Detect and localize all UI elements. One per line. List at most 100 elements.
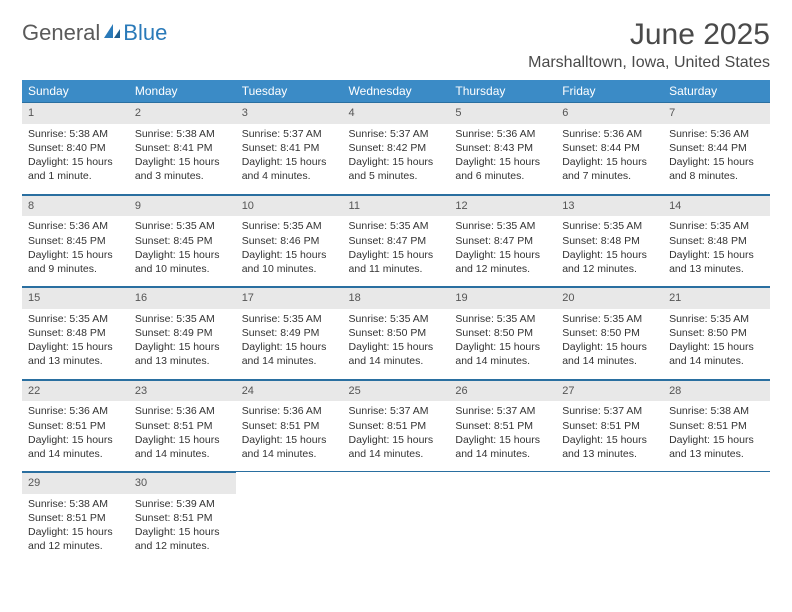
calendar-cell: 12Sunrise: 5:35 AMSunset: 8:47 PMDayligh… [449,194,556,287]
calendar-week-row: 1Sunrise: 5:38 AMSunset: 8:40 PMDaylight… [22,102,770,194]
calendar-cell: 30Sunrise: 5:39 AMSunset: 8:51 PMDayligh… [129,472,236,564]
sunrise-text: Sunrise: 5:36 AM [135,404,230,418]
calendar-cell: 21Sunrise: 5:35 AMSunset: 8:50 PMDayligh… [663,287,770,380]
day-number: 4 [343,102,450,124]
sunset-text: Sunset: 8:50 PM [669,326,764,340]
calendar-cell: 14 Sunrise: 5:35 AMSunset: 8:48 PMDayligh… [663,194,770,287]
calendar-cell: 2Sunrise: 5:38 AMSunset: 8:41 PMDaylight… [129,102,236,194]
day-body: Sunrise: 5:35 AMSunset: 8:48 PMDaylight:… [22,309,129,379]
calendar-cell: 15Sunrise: 5:35 AMSunset: 8:48 PMDayligh… [22,287,129,380]
calendar-week-row: 29Sunrise: 5:38 AMSunset: 8:51 PMDayligh… [22,472,770,564]
weekday-header: Thursday [449,80,556,102]
sunset-text: Sunset: 8:51 PM [562,419,657,433]
calendar-cell: 13Sunrise: 5:35 AMSunset: 8:48 PMDayligh… [556,194,663,287]
daylight-text: Daylight: 15 hours and 10 minutes. [242,248,337,276]
sunrise-text: Sunrise: 5:36 AM [455,127,550,141]
sunset-text: Sunset: 8:48 PM [669,234,764,248]
day-body: Sunrise: 5:35 AMSunset: 8:48 PMDaylight:… [556,216,663,286]
day-body: Sunrise: 5:35 AMSunset: 8:50 PMDaylight:… [343,309,450,379]
day-body: Sunrise: 5:37 AMSunset: 8:51 PMDaylight:… [343,401,450,471]
daylight-text: Daylight: 15 hours and 1 minute. [28,155,123,183]
sunset-text: Sunset: 8:45 PM [135,234,230,248]
day-number: 14 [663,195,770,217]
sunset-text: Sunset: 8:40 PM [28,141,123,155]
weekday-header: Sunday [22,80,129,102]
sunset-text: Sunset: 8:51 PM [242,419,337,433]
calendar-cell: 24Sunrise: 5:36 AMSunset: 8:51 PMDayligh… [236,379,343,472]
daylight-text: Daylight: 15 hours and 14 minutes. [349,340,444,368]
day-body: Sunrise: 5:35 AMSunset: 8:47 PMDaylight:… [343,216,450,286]
sunset-text: Sunset: 8:51 PM [135,419,230,433]
calendar-cell: 6Sunrise: 5:36 AMSunset: 8:44 PMDaylight… [556,102,663,194]
weekday-header: Monday [129,80,236,102]
calendar-cell: 17Sunrise: 5:35 AMSunset: 8:49 PMDayligh… [236,287,343,380]
daylight-text: Daylight: 15 hours and 12 minutes. [455,248,550,276]
daylight-text: Daylight: 15 hours and 11 minutes. [349,248,444,276]
day-body: Sunrise: 5:36 AMSunset: 8:44 PMDaylight:… [663,124,770,194]
daylight-text: Daylight: 15 hours and 13 minutes. [669,433,764,461]
sunrise-text: Sunrise: 5:37 AM [349,127,444,141]
sunrise-text: Sunrise: 5:35 AM [455,219,550,233]
daylight-text: Daylight: 15 hours and 13 minutes. [28,340,123,368]
sunset-text: Sunset: 8:51 PM [28,511,123,525]
day-body: Sunrise: 5:37 AMSunset: 8:51 PMDaylight:… [449,401,556,471]
calendar-cell: 26Sunrise: 5:37 AMSunset: 8:51 PMDayligh… [449,379,556,472]
day-number: 5 [449,102,556,124]
sunrise-text: Sunrise: 5:35 AM [28,312,123,326]
sunset-text: Sunset: 8:48 PM [562,234,657,248]
day-body: Sunrise: 5:35 AMSunset: 8:45 PMDaylight:… [129,216,236,286]
sunset-text: Sunset: 8:50 PM [562,326,657,340]
day-number: 3 [236,102,343,124]
sunrise-text: Sunrise: 5:35 AM [562,219,657,233]
day-body: Sunrise: 5:38 AMSunset: 8:51 PMDaylight:… [22,494,129,564]
daylight-text: Daylight: 15 hours and 12 minutes. [135,525,230,553]
calendar-cell: 11Sunrise: 5:35 AMSunset: 8:47 PMDayligh… [343,194,450,287]
day-body: Sunrise: 5:36 AMSunset: 8:43 PMDaylight:… [449,124,556,194]
sunrise-text: Sunrise: 5:36 AM [242,404,337,418]
logo-text-general: General [22,20,100,46]
daylight-text: Daylight: 15 hours and 13 minutes. [669,248,764,276]
sunrise-text: Sunrise: 5:38 AM [669,404,764,418]
location-text: Marshalltown, Iowa, United States [528,54,770,72]
logo: General Blue [22,20,167,46]
daylight-text: Daylight: 15 hours and 14 minutes. [242,433,337,461]
day-number: 27 [556,380,663,402]
page-header: General Blue June 2025 Marshalltown, Iow… [22,18,770,72]
sunset-text: Sunset: 8:45 PM [28,234,123,248]
day-number: 16 [129,287,236,309]
daylight-text: Daylight: 15 hours and 13 minutes. [562,433,657,461]
weekday-header: Tuesday [236,80,343,102]
sunset-text: Sunset: 8:51 PM [455,419,550,433]
calendar-cell [236,472,343,564]
sunset-text: Sunset: 8:44 PM [562,141,657,155]
daylight-text: Daylight: 15 hours and 13 minutes. [135,340,230,368]
sunrise-text: Sunrise: 5:35 AM [242,312,337,326]
daylight-text: Daylight: 15 hours and 14 minutes. [242,340,337,368]
daylight-text: Daylight: 15 hours and 6 minutes. [455,155,550,183]
sunset-text: Sunset: 8:49 PM [135,326,230,340]
day-body: Sunrise: 5:38 AMSunset: 8:40 PMDaylight:… [22,124,129,194]
weekday-header: Saturday [663,80,770,102]
calendar-cell [663,472,770,564]
calendar-cell: 5Sunrise: 5:36 AMSunset: 8:43 PMDaylight… [449,102,556,194]
sunrise-text: Sunrise: 5:35 AM [135,219,230,233]
daylight-text: Daylight: 15 hours and 14 minutes. [669,340,764,368]
sunset-text: Sunset: 8:51 PM [349,419,444,433]
sunset-text: Sunset: 8:47 PM [455,234,550,248]
calendar-cell: 20Sunrise: 5:35 AMSunset: 8:50 PMDayligh… [556,287,663,380]
calendar-cell: 9Sunrise: 5:35 AMSunset: 8:45 PMDaylight… [129,194,236,287]
sunrise-text: Sunrise: 5:35 AM [669,219,764,233]
calendar-cell [343,472,450,564]
day-number: 18 [343,287,450,309]
logo-text-blue: Blue [123,20,167,46]
sunrise-text: Sunrise: 5:36 AM [28,219,123,233]
calendar-cell: 29Sunrise: 5:38 AMSunset: 8:51 PMDayligh… [22,472,129,564]
calendar-cell: 22Sunrise: 5:36 AMSunset: 8:51 PMDayligh… [22,379,129,472]
calendar-cell: 1Sunrise: 5:38 AMSunset: 8:40 PMDaylight… [22,102,129,194]
sunrise-text: Sunrise: 5:35 AM [349,312,444,326]
day-number: 30 [129,472,236,494]
day-body: Sunrise: 5:38 AMSunset: 8:41 PMDaylight:… [129,124,236,194]
weekday-header-row: Sunday Monday Tuesday Wednesday Thursday… [22,80,770,102]
sunrise-text: Sunrise: 5:38 AM [28,127,123,141]
day-number: 13 [556,195,663,217]
